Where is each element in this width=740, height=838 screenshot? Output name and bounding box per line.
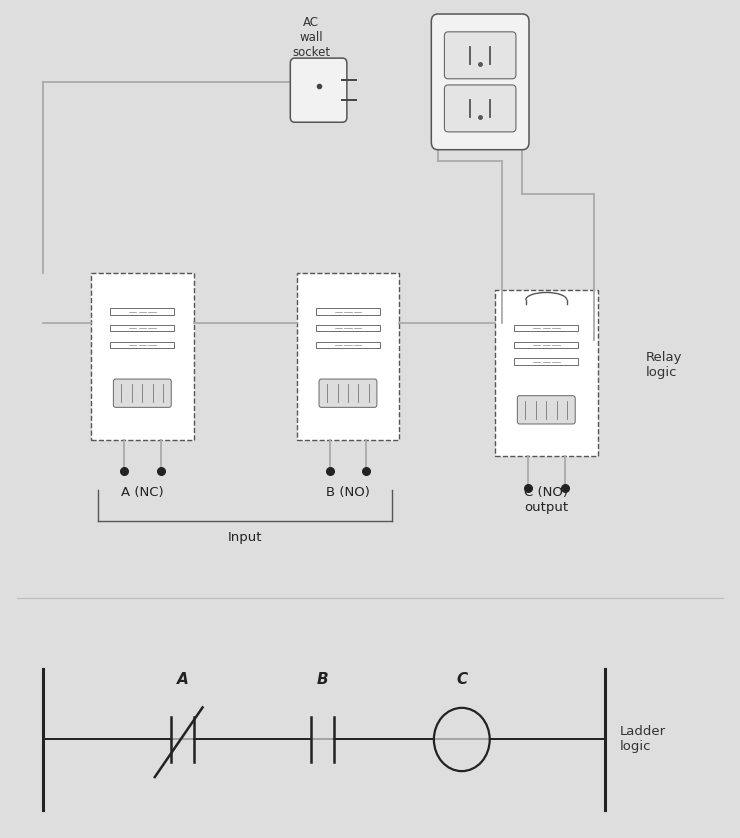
FancyBboxPatch shape	[517, 396, 575, 424]
Text: Ladder
logic: Ladder logic	[619, 726, 666, 753]
Text: C (NO)
output: C (NO) output	[524, 485, 568, 514]
Bar	[110, 325, 174, 331]
Bar	[316, 342, 380, 348]
Bar	[110, 308, 174, 315]
FancyBboxPatch shape	[445, 32, 516, 79]
Bar	[297, 273, 400, 440]
Bar	[495, 290, 598, 457]
Text: B: B	[317, 672, 328, 687]
FancyBboxPatch shape	[431, 14, 529, 150]
FancyBboxPatch shape	[113, 379, 171, 407]
Bar	[316, 325, 380, 331]
Bar	[110, 342, 174, 348]
Text: A: A	[177, 672, 189, 687]
Text: AC
wall
socket: AC wall socket	[292, 16, 330, 59]
Bar	[91, 273, 194, 440]
FancyBboxPatch shape	[319, 379, 377, 407]
Bar	[514, 359, 578, 365]
Bar	[514, 325, 578, 331]
Bar	[514, 342, 578, 348]
Bar	[316, 308, 380, 315]
Text: Input: Input	[228, 531, 263, 545]
FancyBboxPatch shape	[445, 85, 516, 132]
Text: B (NO): B (NO)	[326, 485, 370, 499]
Text: Relay
logic: Relay logic	[645, 351, 682, 379]
Text: C: C	[456, 672, 468, 687]
FancyBboxPatch shape	[290, 58, 347, 122]
Text: A (NC): A (NC)	[121, 485, 164, 499]
